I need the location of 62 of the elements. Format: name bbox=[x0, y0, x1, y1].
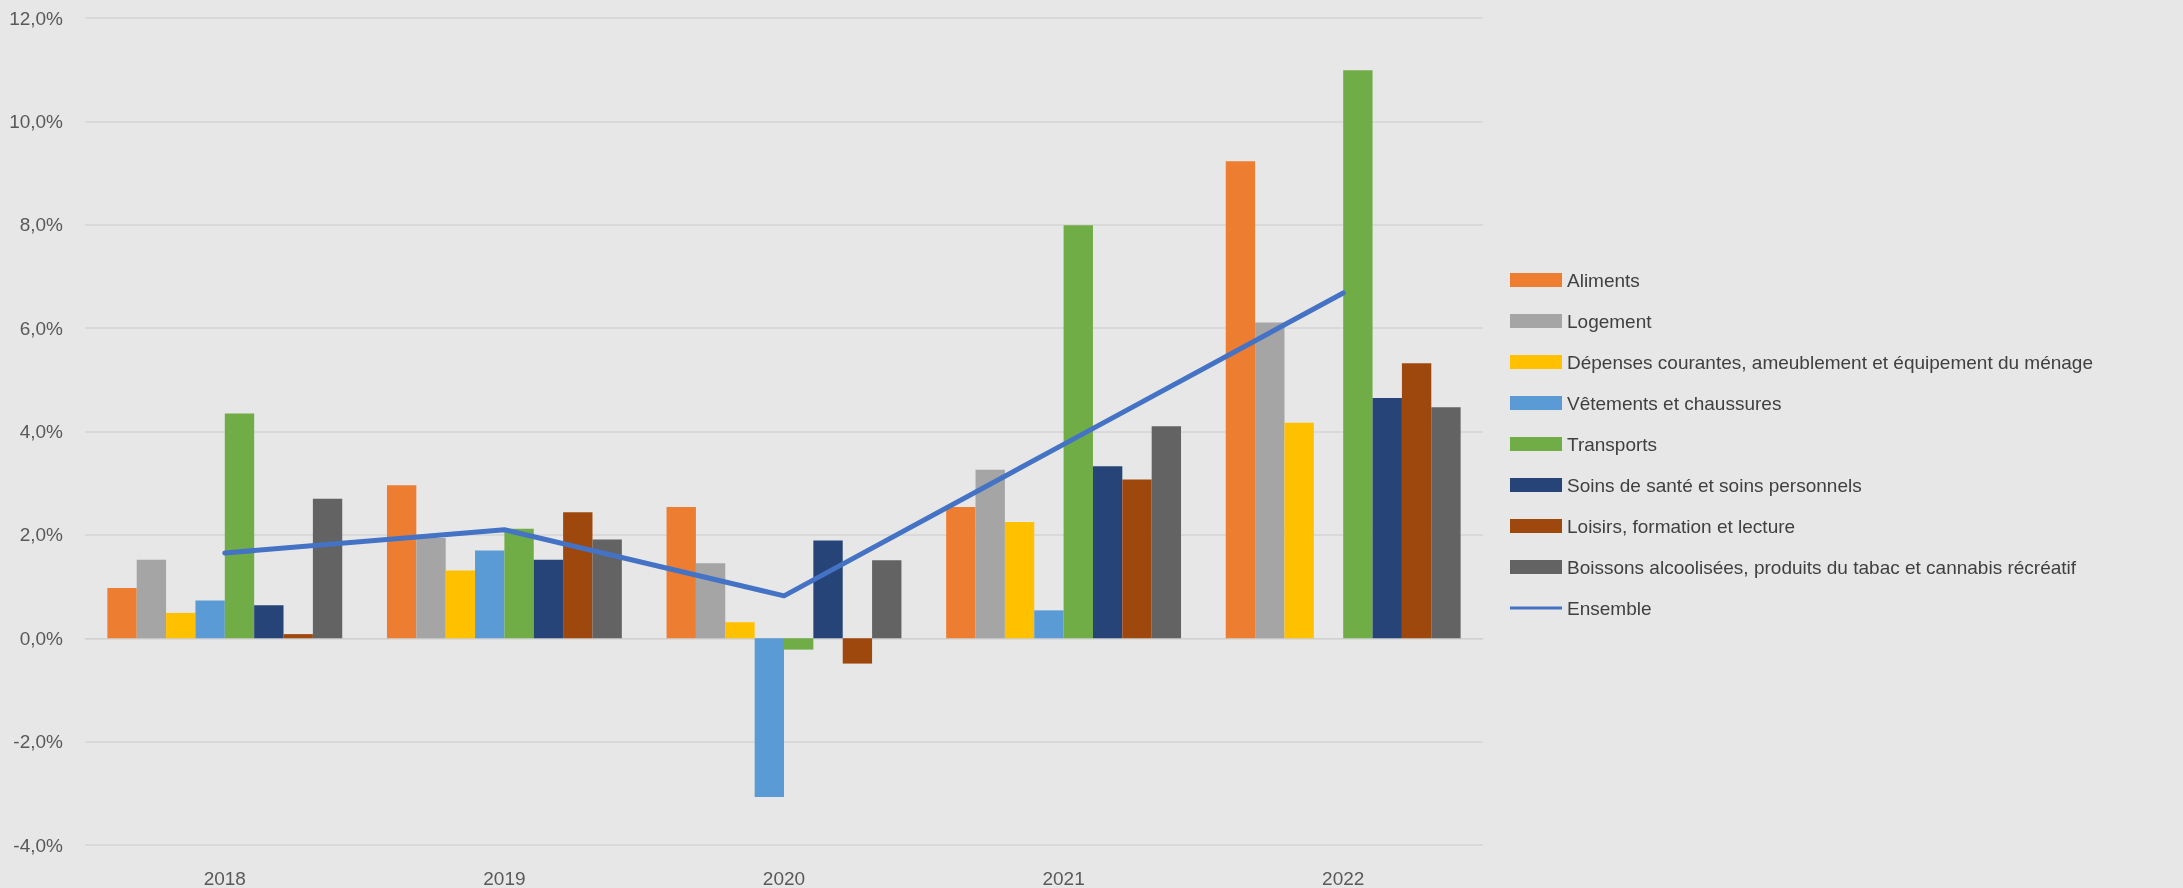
x-tick-label: 2021 bbox=[1042, 868, 1085, 888]
bar bbox=[563, 512, 593, 639]
bar bbox=[592, 539, 622, 639]
bar bbox=[504, 528, 534, 639]
bar bbox=[1063, 225, 1093, 639]
bar bbox=[1151, 426, 1182, 639]
bar bbox=[283, 634, 313, 639]
bar bbox=[666, 506, 696, 639]
bar bbox=[166, 612, 196, 639]
y-tick-label: 6,0% bbox=[19, 317, 64, 339]
x-tick-label: 2020 bbox=[762, 868, 806, 888]
bar bbox=[1034, 610, 1064, 639]
y-tick-label: 8,0% bbox=[19, 214, 64, 236]
bar bbox=[975, 469, 1005, 639]
bar bbox=[224, 413, 255, 639]
bar bbox=[872, 560, 902, 639]
bar bbox=[1284, 422, 1314, 639]
bar bbox=[416, 537, 446, 639]
bar bbox=[1004, 521, 1035, 639]
bar bbox=[254, 605, 284, 639]
legend-label: Boissons alcoolisées, produits du tabac et cannabis récréatif bbox=[1567, 556, 2077, 578]
bar bbox=[784, 638, 814, 650]
y-tick-label: -2,0% bbox=[13, 731, 64, 753]
legend-label: Logement bbox=[1567, 310, 1653, 332]
bar bbox=[1225, 161, 1256, 639]
bar bbox=[1401, 363, 1432, 639]
bar bbox=[1431, 407, 1461, 639]
legend-label: Dépenses courantes, ameublement et équipement du ménage bbox=[1567, 351, 2094, 373]
bar bbox=[754, 638, 784, 797]
bar bbox=[1255, 322, 1285, 639]
x-tick-label: 2018 bbox=[203, 868, 246, 888]
bar bbox=[1372, 397, 1402, 639]
bar bbox=[946, 506, 976, 639]
y-tick-label: 12,0% bbox=[9, 7, 64, 29]
x-tick-label: 2022 bbox=[1322, 868, 1365, 888]
bar bbox=[136, 559, 167, 639]
bar bbox=[533, 559, 564, 639]
bar bbox=[386, 485, 417, 639]
x-tick-label: 2019 bbox=[483, 868, 526, 888]
legend-label: Ensemble bbox=[1567, 597, 1652, 619]
bar bbox=[1343, 70, 1373, 639]
bar bbox=[195, 600, 225, 639]
bar bbox=[1122, 479, 1152, 639]
bar bbox=[813, 540, 843, 639]
bar bbox=[842, 638, 873, 664]
bar bbox=[1092, 466, 1123, 639]
bar bbox=[312, 498, 343, 639]
y-tick-label: 2,0% bbox=[19, 524, 64, 546]
bar bbox=[107, 588, 137, 639]
y-tick-label: 4,0% bbox=[19, 421, 64, 442]
bar bbox=[475, 550, 505, 639]
bar bbox=[445, 570, 476, 639]
bar bbox=[725, 622, 755, 639]
legend-label: Soins de santé et soins personnels bbox=[1567, 474, 1862, 496]
y-tick-label: 0,0% bbox=[19, 627, 64, 649]
y-tick-label: -4,0% bbox=[13, 834, 64, 856]
legend-label: Loisirs, formation et lecture bbox=[1567, 515, 1796, 537]
legend-label: Aliments bbox=[1567, 269, 1640, 291]
legend-label: Transports bbox=[1567, 433, 1658, 455]
legend-label: Vêtements et chaussures bbox=[1567, 392, 1782, 414]
bar bbox=[695, 563, 726, 639]
y-tick-label: 10,0% bbox=[9, 110, 64, 132]
